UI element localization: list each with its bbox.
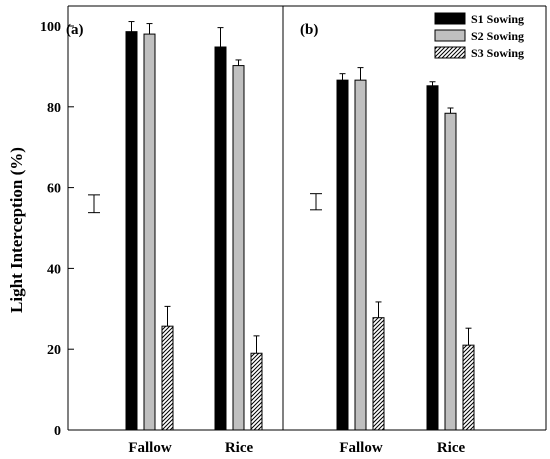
y-tick-label: 20 [47,343,61,358]
legend-swatch [434,46,466,59]
x-tick-label-rice: Rice [225,440,254,456]
legend: S1 Sowing S2 Sowing S3 Sowing [434,12,524,60]
y-tick-label: 60 [47,182,61,197]
legend-label: S2 Sowing [471,29,524,43]
bar-s2-sowing-fallow [354,79,367,431]
panel-label: (b) [300,22,318,38]
y-tick-label: 0 [54,424,61,439]
panel-b: (b) [300,22,475,431]
x-tick-label-fallow: Fallow [339,440,382,456]
bar-s3-sowing-rice [250,352,263,431]
bar-s2-sowing-fallow [143,33,156,431]
x-tick-label-rice: Rice [437,440,466,456]
y-tick-label: 40 [47,262,61,277]
y-axis: 0 20 40 60 80 100 [40,20,74,439]
bar-s1-sowing-fallow [336,79,349,431]
bar-s2-sowing-rice [444,112,457,431]
legend-label: S3 Sowing [471,46,524,60]
x-axis: Fallow Rice Fallow Rice [128,440,465,456]
bar-s1-sowing-rice [214,46,227,431]
panel-label: (a) [66,22,84,38]
bar-s1-sowing-fallow [125,31,138,431]
bar-s1-sowing-rice [426,85,439,431]
bar-s2-sowing-rice [232,65,245,431]
panel-a: (a) [66,21,263,431]
legend-swatch [434,29,466,42]
bar-s3-sowing-fallow [161,325,174,431]
y-tick-label: 80 [47,101,61,116]
legend-label: S1 Sowing [471,12,524,26]
y-tick-label: 100 [40,20,61,35]
bar-s3-sowing-fallow [372,317,385,431]
bars-layer: (a) (b) [66,21,475,431]
x-tick-label-fallow: Fallow [128,440,171,456]
bar-s3-sowing-rice [462,344,475,431]
y-axis-label: Light Interception (%) [7,147,26,313]
legend-swatch [434,12,466,25]
